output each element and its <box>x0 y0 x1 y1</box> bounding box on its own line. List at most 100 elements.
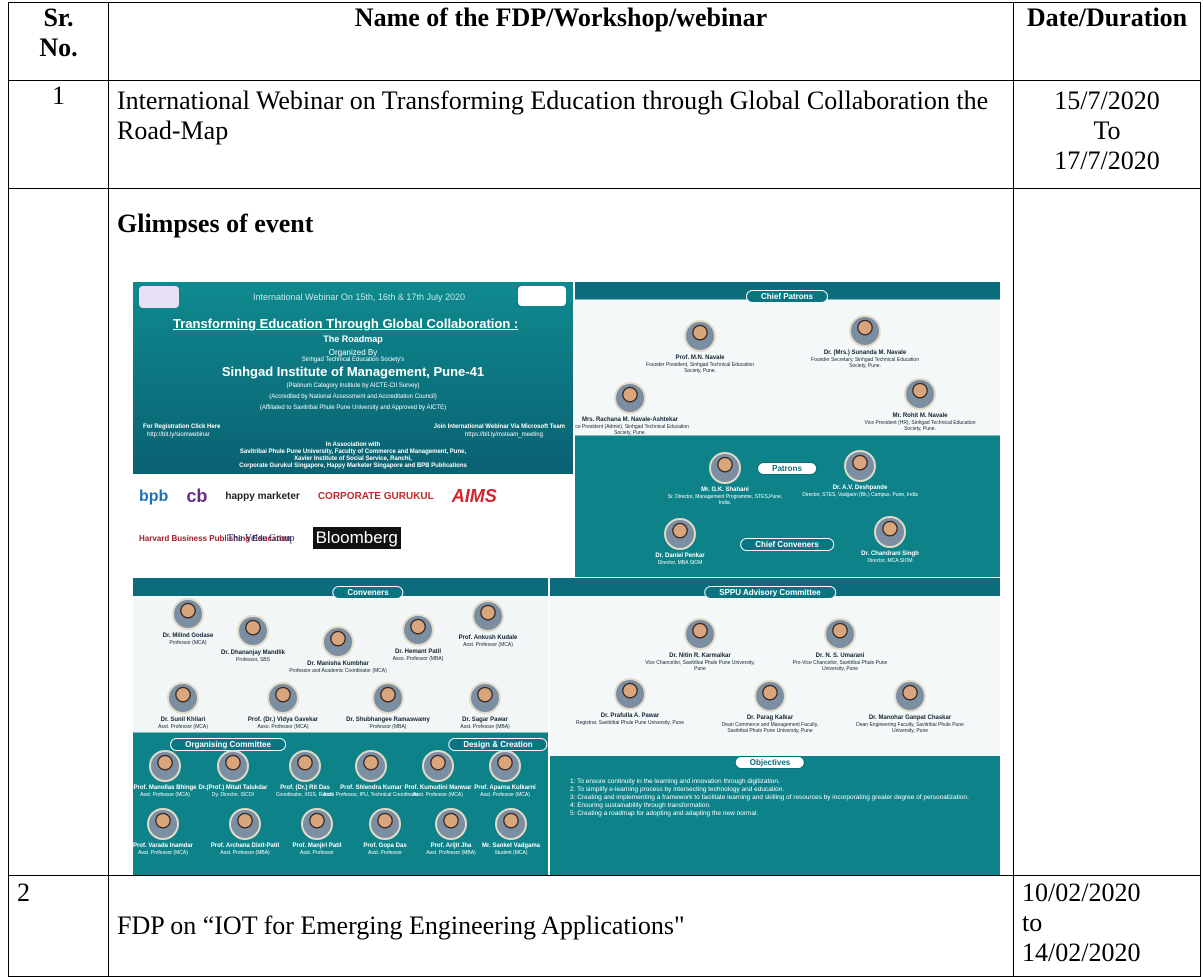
section-heading: Conveners <box>332 586 404 599</box>
poster-text: Sinhgad Institute of Management, Pune-41 <box>221 364 485 379</box>
person-photo <box>849 315 881 347</box>
person-card: Prof. Arijit Jha Asst. Professor (MBA) <box>392 808 510 856</box>
person-role: Asst. Professor (MCA) <box>463 642 513 648</box>
person-role: Dean Engineering Faculty, Savitribai Phu… <box>856 722 964 734</box>
date-text: 14/02/2020 <box>1022 938 1141 967</box>
date-text: 17/7/2020 <box>1054 146 1160 175</box>
person-photo <box>489 750 521 782</box>
poster-text: In Association with <box>325 442 381 448</box>
person-card: Prof. Kumudini Manwar Asst. Professor (MC… <box>379 750 497 798</box>
person-card: Dr. Milind Godase Professor (MCA) <box>133 598 247 646</box>
sr-number: 2 <box>17 878 30 907</box>
person-name: Dr. Manohar Ganpat Chaskar <box>868 715 952 721</box>
person-card: Mr. Sanket Vadgama Student (MCA) <box>452 808 548 856</box>
person-photo <box>147 808 179 840</box>
objectives-list: 1: To ensure continuity in the learning … <box>570 778 990 818</box>
person-card: Prof. (Dr.) Rit Das Coordinator, XISS, Ra… <box>246 750 364 798</box>
person-role: Professor (MCA) <box>169 640 207 646</box>
person-name: Dr. N. S. Umarani <box>815 653 865 659</box>
person-card: Dr.(Prof.) Mitali Talukdar Dy. Director, … <box>174 750 292 798</box>
person-role: Dy. Director, ISCOI <box>211 792 255 798</box>
person-role: Vice President (HR), Sinhgad Technical E… <box>864 420 976 432</box>
date-text: 10/02/2020 <box>1022 878 1141 907</box>
header-cell: Sr. No. <box>8 2 109 81</box>
person-name: Prof. Gopa Das <box>363 843 407 849</box>
person-name: Dr. Milind Godase <box>162 633 214 639</box>
poster-text: Join International Webinar Via Microsoft… <box>433 424 565 430</box>
person-card: Prof. M.N. Navale Founder President, Sinh… <box>641 320 759 374</box>
person-name: Prof. (Dr.) Rit Das <box>280 785 330 791</box>
logo-text: bpb <box>139 487 169 505</box>
person-name: Mr. G.K. Shahani <box>701 487 749 493</box>
person-photo <box>149 750 181 782</box>
person-role: Asst. Professor (MBA) <box>426 850 476 856</box>
poster-title: Transforming Education Through Global Co… <box>173 316 519 331</box>
person-card: Prof. Manollas Bhinge Asst. Professor (MC… <box>133 750 224 798</box>
objective: 3: Creating and implementing a framework… <box>570 794 969 801</box>
objective: 5: Creating a roadmap for adopting and a… <box>570 810 759 817</box>
person-card: Dr. Dhananjay Mandlik Professor, SBS <box>194 615 312 663</box>
cell: 2 <box>8 875 109 977</box>
poster-line: Corporate Gurukul Singapore, Happy Marke… <box>239 463 467 469</box>
logo-text: AIMS <box>451 486 497 506</box>
person-card: Dr. A.V. Deshpande Director, STES, Vadgao… <box>801 450 919 498</box>
person-photo <box>355 750 387 782</box>
person-name: Prof. (Dr.) Vidya Gavekar <box>247 717 319 723</box>
logo-strip: bpb cb happy marketer CORPORATE GURUKUL AIMS… <box>139 486 567 549</box>
poster-line: (Platinum Category Institute by AICTE-CI… <box>286 383 420 389</box>
poster-line: Savitribai Phule Pune University, Facult… <box>239 449 467 455</box>
event-name: International Webinar on Transforming Ed… <box>117 86 989 145</box>
person-role: Asst. Professor <box>300 850 334 856</box>
person-role: Asst. Professor (MCA) <box>480 792 530 798</box>
poster-panel: Chief Patrons Patrons Chief Conveners Prof.… <box>575 282 1000 577</box>
person-name: Prof. Manollas Bhinge <box>133 785 197 791</box>
person-name: Prof. Kumudini Manwar <box>404 785 472 791</box>
person-role: Asst. Professor (MBA) <box>220 850 270 856</box>
logo-text: happy marketer <box>225 491 300 502</box>
person-role: Director, STES, Vadgaon (Bk.) Campus, Pu… <box>802 492 918 498</box>
poster-panel: International Webinar On 15th, 16th & 17… <box>133 282 573 577</box>
person-role: Asst. Professor (MBA) <box>460 724 510 730</box>
person-card: Dr. Chandrani Singh Director, MCA SIOM <box>831 516 949 564</box>
person-card: Dr. Sunil Khilari Asst. Professor (MCA) <box>133 682 242 730</box>
header-text: Date/Duration <box>1026 3 1188 32</box>
logo-text: Harvard Business Publishing Education <box>139 533 292 543</box>
person-role: Pro-Vice Chancellor, Savitribai Phule Pu… <box>792 660 888 672</box>
poster-text: The Roadmap <box>323 334 383 344</box>
person-photo <box>614 678 646 710</box>
cell: FDP on “IOT for Emerging Engineering App… <box>108 875 1014 977</box>
panel-background <box>133 282 573 474</box>
person-photo <box>469 682 501 714</box>
person-card: Prof. Varada Inamdar Asst. Professor (MCA… <box>133 808 222 856</box>
person-photo <box>267 682 299 714</box>
glimpses-title: Glimpses of event <box>117 209 314 238</box>
person-photo <box>472 600 504 632</box>
cell: 1 <box>8 80 109 189</box>
person-photo <box>844 450 876 482</box>
objective: 4: Ensuring sustainability through trans… <box>570 802 711 809</box>
person-card: Prof. (Dr.) Vidya Gavekar Asso. Professor… <box>224 682 342 730</box>
cell: 10/02/2020 to 14/02/2020 <box>1013 875 1201 977</box>
person-name: Dr. A.V. Deshpande <box>832 485 888 491</box>
person-name: Prof. Arijit Jha <box>430 843 472 849</box>
person-card: Dr. Manisha Kumbhar Professor and Academi… <box>279 626 397 674</box>
person-card: Mr. G.K. Shahani Sr. Director, Management… <box>666 452 784 506</box>
person-role: Founder President, Sinhgad Technical Edu… <box>645 362 755 374</box>
person-name: Dr. Hemant Patil <box>394 649 441 655</box>
date-text: 15/7/2020 <box>1054 86 1160 115</box>
person-name: Dr. Nitin R. Karmalkar <box>669 653 731 659</box>
person-name: Prof. M.N. Navale <box>675 355 725 361</box>
objective: 2. To simplify e-learning process by int… <box>570 786 785 793</box>
date-text: to <box>1022 908 1043 937</box>
person-card: Prof. Shlendra Kumar Asst. Professor, IPU… <box>312 750 430 798</box>
person-role: Asso. Professor (MBA) <box>392 656 444 662</box>
sr-number: 1 <box>52 81 65 110</box>
person-name: Prof. Aparna Kulkarni <box>474 785 536 791</box>
person-name: Mrs. Rachana M. Navale-Ashtekar <box>581 417 679 423</box>
person-photo <box>301 808 333 840</box>
person-name: Dr. Parag Kalkar <box>746 715 794 721</box>
logo-text: CORPORATE GURUKUL <box>317 491 434 502</box>
person-photo <box>754 680 786 712</box>
logo-text: cb <box>186 486 208 506</box>
